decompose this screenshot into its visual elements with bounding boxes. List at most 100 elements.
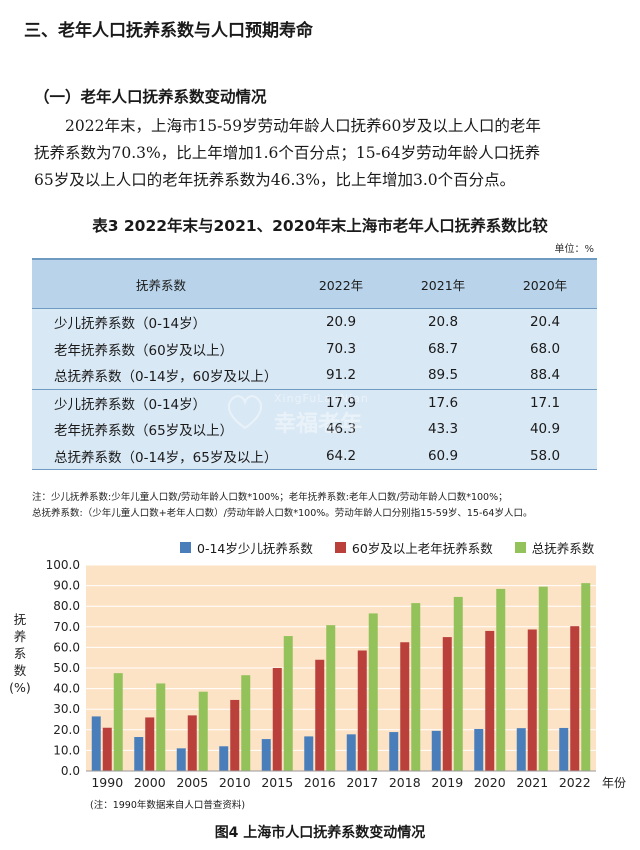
figure-title: 图4 上海市人口抚养系数变动情况 [214, 825, 426, 841]
y-tick-label: 30.0 [53, 702, 80, 716]
table-body: 少儿抚养系数（0-14岁） 20.9 20.8 20.4 老年抚养系数（60岁及… [32, 309, 597, 470]
table-cell: 91.2 [325, 367, 357, 384]
dependency-ratio-chart: 0.0 10.0 20.0 30.0 40.0 50.0 60.0 70.0 80.0 90.0 1… [9, 558, 626, 790]
bar [134, 737, 144, 771]
bar [187, 715, 197, 771]
bar [357, 650, 367, 771]
table-cell: 64.2 [325, 447, 357, 464]
table-cell: 88.4 [529, 367, 561, 384]
y-axis-label: 养 [14, 629, 27, 644]
table-unit: 单位：% [554, 244, 594, 255]
bar [570, 626, 580, 771]
legend-item: 60岁及以上老年抚养系数 [334, 538, 493, 557]
table-header-cell: 2021年 [420, 277, 466, 293]
table-cell: 70.3 [325, 340, 357, 357]
section-title: 三、老年人口抚养系数与人口预期寿命 [24, 21, 313, 41]
table-cell: 20.9 [325, 314, 357, 331]
table-cell: 老年抚养系数（65岁及以上） [54, 423, 234, 440]
bar [315, 659, 325, 771]
bar [400, 642, 410, 771]
bar [527, 629, 537, 771]
bar [326, 625, 336, 771]
y-tick-label: 90.0 [53, 579, 80, 593]
bar [559, 727, 569, 771]
x-tick-label: 2018 [389, 775, 421, 790]
table-cell: 总抚养系数（0-14岁，65岁及以上） [54, 449, 278, 466]
bar [538, 586, 548, 771]
chart-note: (注：1990年数据来自人口普查资料) [90, 800, 246, 811]
table-cell: 17.9 [325, 394, 357, 411]
table-cell: 20.8 [427, 314, 459, 331]
legend-label: 总抚养系数 [531, 541, 595, 556]
paragraph-line: 2022年末，上海市15-59岁劳动年龄人口抚养60岁及以上人口的老年 [65, 117, 541, 135]
bar [198, 691, 208, 771]
table-row: 少儿抚养系数（0-14岁） 17.9 17.6 17.1 [32, 388, 597, 417]
legend-swatch [180, 542, 191, 553]
x-tick-label: 2022 [559, 775, 591, 790]
legend-label: 0-14岁少儿抚养系数 [197, 541, 313, 556]
table-cell: 40.9 [529, 421, 561, 438]
y-axis-label: 数 [14, 663, 27, 678]
x-tick-label: 2005 [176, 775, 208, 790]
table-row: 总抚养系数（0-14岁，60岁及以上） 91.2 89.5 88.4 [32, 362, 597, 389]
y-tick-label: 50.0 [53, 661, 80, 675]
bar [102, 727, 112, 771]
x-tick-label: 2000 [134, 775, 166, 790]
table-cell: 17.6 [427, 394, 459, 411]
table-cell: 老年抚养系数（60岁及以上） [54, 342, 234, 359]
bar [241, 675, 251, 771]
table-note-line: 注：少儿抚养系数:少年儿童人口数/劳动年龄人口数*100%；老年抚养系数:老年人… [32, 492, 508, 503]
legend-item: 总抚养系数 [514, 538, 595, 557]
y-axis-label: 系 [14, 646, 27, 661]
legend-swatch [334, 542, 346, 553]
bar [91, 716, 101, 771]
table-cell: 58.0 [529, 447, 561, 464]
bar [219, 746, 229, 771]
table-header-row: 抚养系数 2022年 2021年 2020年 [32, 258, 597, 309]
y-tick-label: 100.0 [46, 558, 80, 572]
x-tick-label: 2015 [261, 775, 293, 790]
x-axis-unit: 年份 [602, 776, 626, 790]
table-title: 表3 2022年末与2021、2020年末上海市老年人口抚养系数比较 [92, 217, 548, 235]
legend-label: 60岁及以上老年抚养系数 [351, 541, 493, 556]
y-tick-label: 60.0 [53, 640, 80, 654]
y-tick-label: 20.0 [53, 723, 80, 737]
bar [230, 699, 240, 771]
table-cell: 总抚养系数（0-14岁，60岁及以上） [54, 369, 278, 386]
body-paragraph: 2022年末，上海市15-59岁劳动年龄人口抚养60岁及以上人口的老年 抚养系数… [34, 113, 614, 194]
dependency-table: 抚养系数 2022年 2021年 2020年 少儿抚养系数（0-14岁） 20.… [32, 258, 597, 470]
chart-legend: 0-14岁少儿抚养系数 60岁及以上老年抚养系数 总抚养系数 [180, 538, 594, 557]
y-tick-label: 10.0 [53, 743, 80, 757]
legend-item: 0-14岁少儿抚养系数 [180, 538, 313, 557]
legend-swatch [514, 542, 526, 553]
table-row: 老年抚养系数（60岁及以上） 70.3 68.7 68.0 [32, 336, 597, 363]
bar [156, 683, 166, 771]
table-cell: 89.5 [427, 367, 459, 384]
table-row: 总抚养系数（0-14岁，65岁及以上） 64.2 60.9 58.0 [32, 443, 597, 470]
bar [261, 739, 271, 771]
bar [581, 583, 591, 771]
x-tick-label: 2020 [474, 775, 506, 790]
bar [474, 728, 484, 771]
bar [346, 734, 356, 771]
table-header-cell: 抚养系数 [135, 277, 186, 293]
table-cell: 68.0 [529, 340, 561, 357]
x-tick-label: 2010 [219, 775, 251, 790]
bar [113, 673, 123, 771]
table-cell: 17.1 [529, 394, 561, 411]
bar [496, 588, 506, 771]
paragraph-line: 65岁及以上人口的老年抚养系数为46.3%，比上年增加3.0个百分点。 [34, 171, 516, 189]
table-header-cell: 2020年 [522, 277, 568, 293]
table-row: 老年抚养系数（65岁及以上） 46.3 43.3 40.9 [32, 416, 597, 443]
bar [453, 596, 463, 771]
y-tick-label: 40.0 [53, 682, 80, 696]
bar [368, 613, 378, 771]
table-cell: 少儿抚养系数（0-14岁） [54, 316, 207, 333]
x-tick-label: 2017 [346, 775, 378, 790]
paragraph-line: 抚养系数为70.3%，比上年增加1.6个百分点；15-64岁劳动年龄人口抚养 [34, 144, 541, 162]
x-tick-label: 1990 [91, 775, 123, 790]
x-tick-label: 2016 [304, 775, 336, 790]
bar [431, 730, 441, 771]
bar [442, 637, 452, 771]
x-tick-label: 2019 [431, 775, 463, 790]
